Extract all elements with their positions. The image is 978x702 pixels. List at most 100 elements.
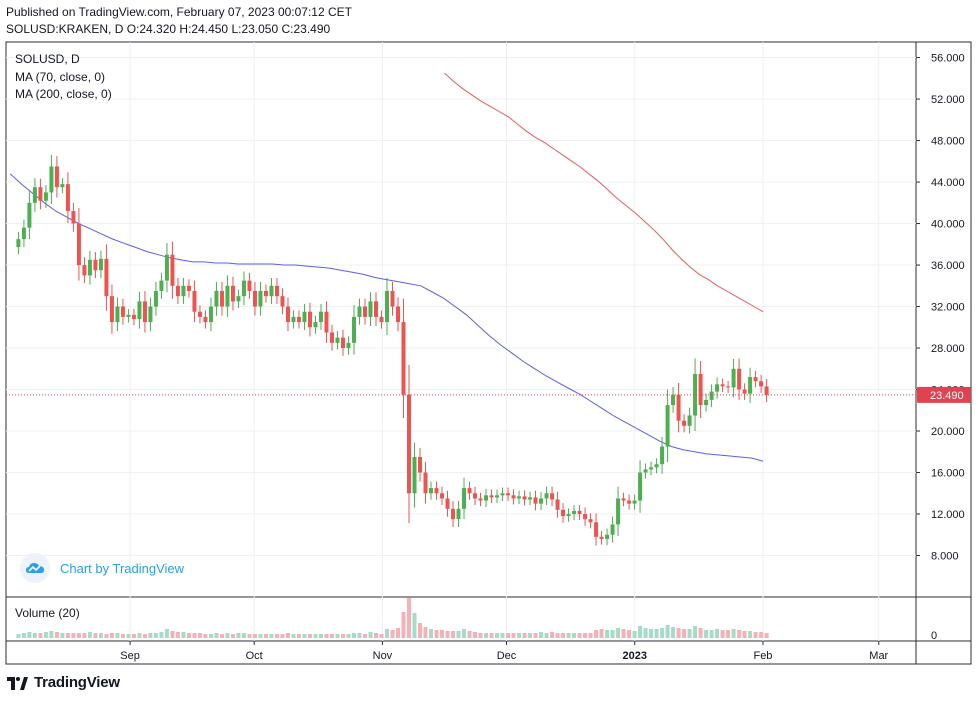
candle-body bbox=[429, 488, 434, 494]
ma70-series bbox=[9, 173, 764, 462]
volume-bar bbox=[285, 633, 290, 638]
volume-bar bbox=[704, 630, 709, 638]
candle-body bbox=[671, 394, 676, 406]
volume-bar bbox=[335, 634, 340, 638]
volume-bar bbox=[54, 632, 59, 638]
tradingview-footer-logo[interactable]: TradingView bbox=[6, 674, 120, 691]
candle-body bbox=[759, 381, 764, 387]
volume-bar bbox=[577, 633, 582, 638]
volume-bar bbox=[186, 633, 191, 638]
volume-bar bbox=[373, 633, 378, 638]
volume-bar bbox=[98, 633, 103, 638]
volume-bar bbox=[753, 632, 758, 638]
volume-bar bbox=[324, 634, 329, 638]
volume-bar bbox=[307, 634, 312, 638]
volume-bar bbox=[418, 623, 423, 638]
volume-bar bbox=[87, 632, 92, 638]
volume-bar bbox=[429, 629, 434, 638]
candle-body bbox=[583, 514, 588, 520]
candle-body bbox=[665, 405, 670, 447]
volume-bar bbox=[643, 628, 648, 638]
price-tick-label: 8.000 bbox=[931, 551, 959, 563]
candle-body bbox=[407, 394, 412, 494]
volume-bar bbox=[698, 628, 703, 638]
candle-body bbox=[638, 472, 643, 501]
candle-body bbox=[362, 306, 367, 317]
legend-ma70[interactable]: MA (70, close, 0) bbox=[15, 70, 106, 84]
volume-bar bbox=[764, 633, 769, 638]
volume-bar bbox=[671, 627, 676, 638]
candle-body bbox=[93, 259, 98, 271]
legend-volume[interactable]: Volume (20) bbox=[15, 606, 80, 620]
volume-bar bbox=[511, 633, 516, 638]
volume-bar bbox=[208, 634, 213, 638]
candle-body bbox=[748, 377, 753, 394]
candle-body bbox=[533, 497, 538, 504]
candle-body bbox=[434, 488, 439, 494]
volume-bar bbox=[291, 634, 296, 638]
volume-bar bbox=[76, 633, 81, 638]
candle-body bbox=[98, 258, 103, 271]
candle-body bbox=[445, 498, 450, 509]
candle-body bbox=[148, 306, 153, 323]
candle-body bbox=[390, 290, 395, 307]
volume-bar bbox=[269, 634, 274, 638]
volume-bar bbox=[93, 633, 98, 638]
volume-bar bbox=[588, 633, 593, 638]
volume-bar bbox=[621, 629, 626, 638]
volume-bar bbox=[379, 634, 384, 638]
ma70-line bbox=[9, 173, 764, 462]
candle-body bbox=[753, 377, 758, 382]
candle-body bbox=[627, 500, 632, 504]
candle-body bbox=[704, 399, 709, 406]
candle-body bbox=[126, 314, 131, 317]
volume-bar bbox=[500, 633, 505, 638]
candle-body bbox=[484, 495, 489, 501]
time-tick-label: 2023 bbox=[622, 650, 646, 662]
volume-bar bbox=[489, 633, 494, 638]
tradingview-cloud-icon bbox=[20, 553, 50, 583]
candle-body bbox=[258, 290, 263, 307]
candle-body bbox=[720, 384, 725, 387]
legend-ma200[interactable]: MA (200, close, 0) bbox=[15, 87, 112, 101]
candle-body bbox=[164, 254, 169, 281]
volume-bar bbox=[605, 630, 610, 638]
candle-body bbox=[236, 296, 241, 302]
volume-bar bbox=[38, 633, 43, 638]
volume-bar bbox=[126, 634, 131, 638]
candle-body bbox=[495, 495, 500, 498]
volume-bar bbox=[230, 634, 235, 638]
candle-body bbox=[698, 373, 703, 406]
volume-bar bbox=[720, 630, 725, 638]
volume-bar bbox=[263, 634, 268, 638]
legend-symbol[interactable]: SOLUSD, D bbox=[15, 52, 80, 66]
volume-bar bbox=[302, 634, 307, 638]
volume-bar bbox=[506, 633, 511, 638]
volume-bar bbox=[632, 631, 637, 638]
volume-bar bbox=[252, 634, 257, 638]
candle-body bbox=[181, 285, 186, 297]
volume-bar bbox=[65, 633, 70, 638]
candle-body bbox=[440, 493, 445, 499]
volume-bar bbox=[434, 630, 439, 638]
candle-body bbox=[693, 373, 698, 416]
volume-bar bbox=[318, 634, 323, 638]
candle-body bbox=[225, 285, 230, 307]
volume-bar bbox=[385, 629, 390, 638]
candle-body bbox=[478, 498, 483, 501]
volume-bar bbox=[225, 633, 230, 638]
candle-body bbox=[550, 493, 555, 500]
candle-body bbox=[82, 265, 87, 276]
price-tick-label: 12.000 bbox=[931, 509, 965, 521]
chart-by-tradingview[interactable]: Chart by TradingView bbox=[20, 553, 184, 583]
candle-body bbox=[274, 285, 279, 297]
candle-body bbox=[285, 306, 290, 323]
candle-body bbox=[21, 227, 26, 240]
volume-bar bbox=[181, 632, 186, 638]
volume-bar bbox=[495, 633, 500, 638]
chart-by-label: Chart by TradingView bbox=[60, 560, 185, 576]
volume-bar bbox=[351, 633, 356, 638]
volume-bar bbox=[340, 634, 345, 638]
candle-body bbox=[142, 301, 147, 323]
